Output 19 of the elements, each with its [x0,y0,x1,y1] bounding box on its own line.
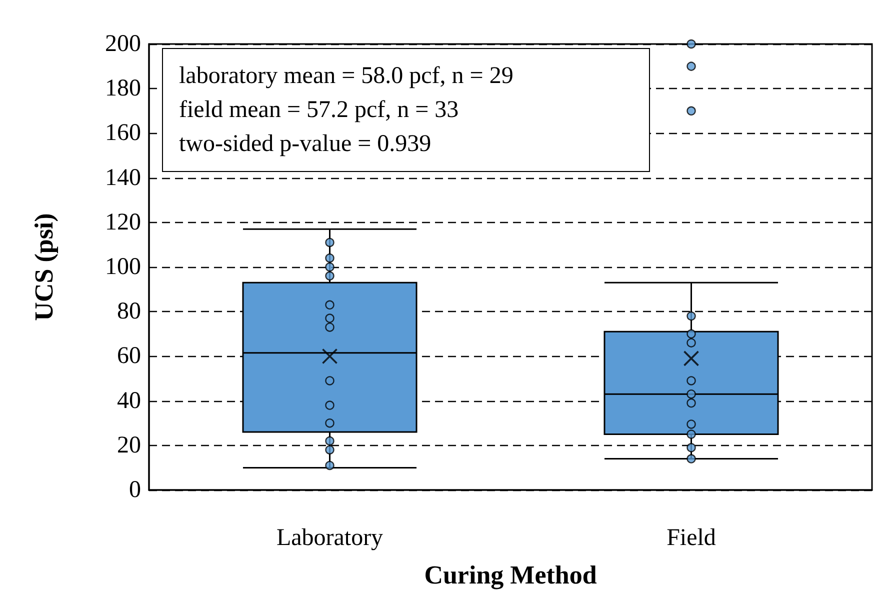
y-tick-label: 160 [105,120,141,146]
y-tick-label: 120 [105,209,141,236]
y-tick-label: 60 [117,343,141,370]
y-tick-label: 40 [117,388,141,414]
y-tick-label: 0 [129,477,141,503]
y-tick-label: 20 [117,432,141,458]
y-axis-title: UCS (psi) [30,213,58,321]
note-box: laboratory mean = 58.0 pcf, n = 29 field mean = 57.2 pcf, n = 33 two-sided p-value = 0.939 [162,48,650,172]
y-tick-label: 100 [105,254,141,280]
y-tick-label: 140 [105,164,141,191]
y-tick-label: 180 [105,76,141,102]
annotation: field mean = 57.2 pcf, n = 33 [179,96,460,125]
y-tick-label: 200 [105,31,141,57]
x-axis-title: Curing Method [424,560,598,590]
x-tick-label: Field [666,525,716,551]
annotation: two-sided p-value = 0.939 [179,130,432,159]
y-tick-label: 80 [117,298,141,325]
annotation: laboratory mean = 58.0 pcf, n = 29 [179,62,514,91]
x-tick-label: Laboratory [276,525,384,551]
